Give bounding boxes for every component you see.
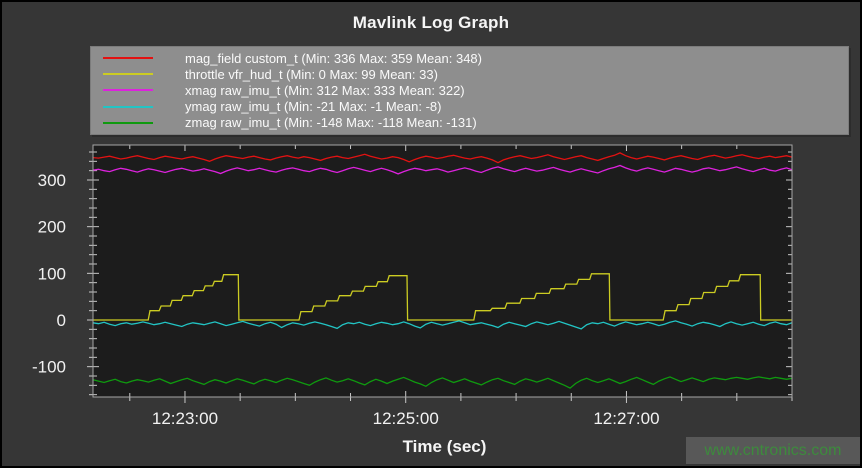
legend-item-label: xmag raw_imu_t (Min: 312 Max: 333 Mean: … (185, 82, 465, 98)
x-axis-title: Time (sec) (402, 437, 487, 456)
series-line-xmag (92, 164, 793, 175)
legend-line-swatch (103, 105, 153, 108)
series-line-throttle (93, 273, 792, 321)
plot-border (92, 144, 793, 398)
legend-line-swatch (103, 57, 153, 60)
legend-item-xmag: xmag raw_imu_t (Min: 312 Max: 333 Mean: … (91, 82, 848, 98)
legend-line-swatch (103, 89, 153, 92)
legend: mag_field custom_t (Min: 336 Max: 359 Me… (90, 46, 849, 135)
y-tick-label: 0 (57, 311, 66, 330)
legend-line-swatch (103, 121, 153, 124)
y-tick-label: -100 (32, 358, 66, 377)
x-tick-label: 12:23:00 (152, 409, 218, 428)
y-tick-label: 200 (38, 218, 66, 237)
y-tick-label: 300 (38, 171, 66, 190)
legend-item-label: mag_field custom_t (Min: 336 Max: 359 Me… (185, 50, 482, 66)
plot-background (93, 145, 792, 397)
legend-item-ymag: ymag raw_imu_t (Min: -21 Max: -1 Mean: -… (91, 99, 848, 115)
legend-item-label: ymag raw_imu_t (Min: -21 Max: -1 Mean: -… (185, 99, 442, 115)
legend-item-mag-field: mag_field custom_t (Min: 336 Max: 359 Me… (91, 50, 848, 66)
page-title: Mavlink Log Graph (352, 13, 510, 32)
legend-line-swatch (103, 73, 153, 76)
legend-item-label: zmag raw_imu_t (Min: -148 Max: -118 Mean… (185, 115, 477, 131)
series-line-mag_field (92, 152, 793, 164)
y-tick-label: 100 (38, 264, 66, 283)
legend-item-throttle: throttle vfr_hud_t (Min: 0 Max: 99 Mean:… (91, 66, 848, 82)
series-line-ymag (92, 320, 793, 330)
legend-item-label: throttle vfr_hud_t (Min: 0 Max: 99 Mean:… (185, 66, 438, 82)
x-tick-label: 12:27:00 (593, 409, 659, 428)
watermark: www.cntronics.com (686, 437, 860, 464)
series-line-zmag (92, 376, 793, 389)
x-tick-label: 12:25:00 (373, 409, 439, 428)
legend-item-zmag: zmag raw_imu_t (Min: -148 Max: -118 Mean… (91, 115, 848, 131)
